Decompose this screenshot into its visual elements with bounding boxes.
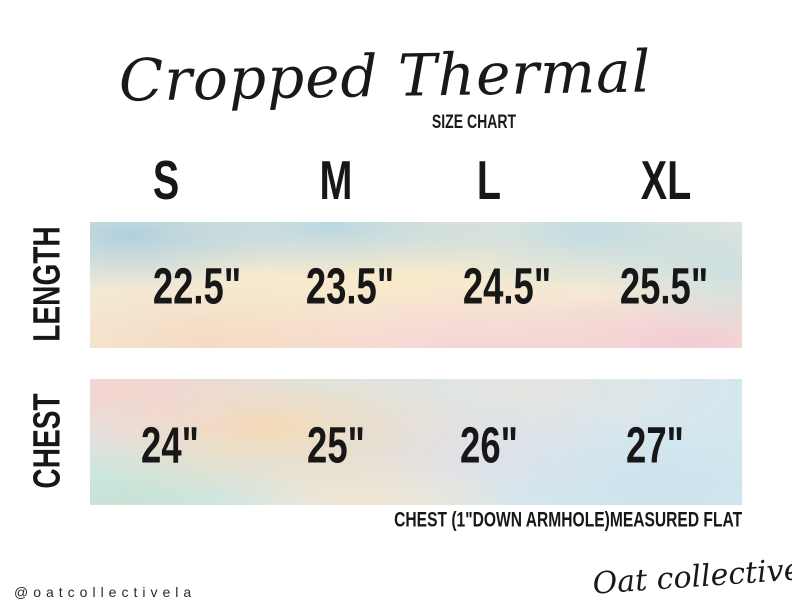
length-row-watercolor-band (90, 222, 742, 348)
length-value-xl: 25.5" (619, 258, 709, 316)
column-header-xl: XL (640, 150, 692, 212)
brand-signature: Oat collective (591, 552, 792, 602)
chest-value-m: 25" (307, 417, 365, 475)
instagram-handle: @oatcollectivela (14, 584, 197, 600)
row-label-chest: CHEST (24, 393, 69, 489)
column-header-s: S (152, 150, 180, 212)
product-title: Cropped Thermal (118, 37, 652, 115)
length-value-s: 22.5" (152, 258, 242, 316)
column-header-l: L (476, 150, 502, 212)
size-chart-subtitle: SIZE CHART (431, 110, 517, 133)
chest-value-l: 26" (460, 417, 518, 475)
chest-value-xl: 27" (626, 417, 684, 475)
column-header-m: M (319, 150, 353, 212)
length-value-l: 24.5" (462, 258, 552, 316)
row-label-length: LENGTH (24, 226, 69, 342)
chest-row-watercolor-band (90, 379, 742, 505)
measurement-note: CHEST (1"DOWN ARMHOLE)MEASURED FLAT (394, 508, 742, 532)
length-value-m: 23.5" (305, 258, 395, 316)
chest-value-s: 24" (141, 417, 199, 475)
